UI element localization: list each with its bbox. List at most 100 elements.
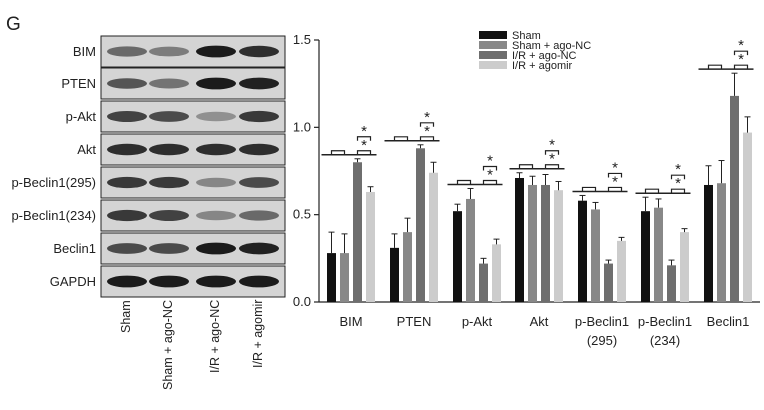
panel-letter: G [6, 14, 21, 35]
significance-star: * [675, 175, 681, 192]
blot-band [239, 77, 279, 90]
significance-bracket [356, 150, 372, 155]
blot-band [149, 46, 189, 57]
x-tick-label: Akt [530, 314, 549, 329]
bar [717, 183, 726, 302]
blot-band [196, 210, 236, 221]
significance-bracket [419, 136, 435, 141]
significance-bracket [544, 164, 560, 169]
blot-band [196, 77, 236, 90]
y-tick-label: 0.5 [293, 207, 311, 222]
x-tick-label: Beclin1 [707, 314, 750, 329]
bar [416, 148, 425, 302]
significance-bracket [607, 172, 623, 178]
blot-row-label: Beclin1 [53, 240, 96, 256]
blot-band [196, 45, 236, 58]
legend-label: Sham + ago-NC [512, 40, 591, 52]
blot-band [239, 242, 279, 255]
blot-band [239, 275, 279, 288]
bar [479, 263, 488, 302]
significance-star: * [361, 123, 367, 140]
blot-band [107, 143, 147, 156]
blot-band [149, 111, 189, 122]
blot-band [196, 111, 236, 122]
significance-star: * [361, 137, 367, 154]
significance-star: * [549, 137, 555, 154]
bar [327, 253, 336, 302]
bar [704, 184, 713, 302]
y-tick-label: 1.0 [293, 119, 311, 134]
blot-band [239, 45, 279, 58]
x-tick-label: (295) [587, 333, 617, 348]
blot-band [107, 78, 147, 89]
significance-star: * [424, 123, 430, 140]
legend-swatch [479, 41, 507, 49]
blot-band [107, 46, 147, 57]
x-tick-label: p-Beclin1 [575, 314, 629, 329]
significance-star: * [549, 151, 555, 168]
blot-band [239, 210, 279, 221]
significance-bracket [356, 136, 372, 141]
blot-row-label: Akt [77, 141, 96, 157]
legend-label: I/R + agomir [512, 60, 573, 72]
legend-swatch [479, 51, 507, 59]
bar [667, 265, 676, 302]
x-tick-label: PTEN [397, 314, 432, 329]
significance-bracket [707, 64, 723, 70]
blot-band [149, 243, 189, 254]
blot-band [196, 275, 236, 288]
significance-star: * [612, 173, 618, 190]
blot-row-label: p-Beclin1(234) [11, 207, 96, 223]
bar [353, 162, 362, 302]
bar [654, 207, 663, 302]
legend-label: I/R + ago-NC [512, 50, 577, 62]
blot-row-label: GAPDH [49, 273, 96, 289]
bar [429, 172, 438, 302]
significance-bracket [644, 188, 660, 194]
bar [340, 253, 349, 302]
blot-band [196, 242, 236, 255]
legend-swatch [479, 31, 507, 39]
significance-star: * [738, 51, 744, 68]
significance-bracket [419, 122, 435, 127]
bar [680, 232, 689, 302]
bar [466, 198, 475, 302]
blot-band [107, 111, 147, 122]
blot-band [107, 275, 147, 288]
significance-bracket [733, 50, 749, 56]
blot-band [239, 177, 279, 188]
significance-bracket [330, 150, 346, 155]
significance-star: * [738, 37, 744, 54]
bar [730, 95, 739, 302]
bar [617, 240, 626, 302]
y-tick-label: 0.0 [293, 294, 311, 309]
significance-bracket [482, 165, 498, 171]
bar [604, 263, 613, 302]
blot-band [149, 143, 189, 156]
significance-bracket [581, 186, 597, 192]
bar [403, 232, 412, 302]
bar [390, 247, 399, 302]
significance-bracket [544, 150, 560, 155]
significance-bracket [518, 164, 534, 169]
blot-band [149, 210, 189, 221]
bar [541, 184, 550, 302]
x-tick-label: p-Akt [462, 314, 493, 329]
bar [453, 211, 462, 302]
significance-bracket [670, 188, 686, 194]
blot-band [239, 143, 279, 156]
significance-bracket [393, 136, 409, 141]
bar [366, 191, 375, 302]
x-tick-label: (234) [650, 333, 680, 348]
blot-band [149, 78, 189, 89]
blot-band [196, 143, 236, 156]
blot-row-label: p-Akt [65, 108, 96, 124]
blot-band [107, 209, 147, 222]
blot-row-label: BIM [72, 43, 96, 59]
significance-star: * [675, 161, 681, 178]
bar [578, 200, 587, 302]
blot-row-label: PTEN [61, 75, 96, 91]
significance-bracket [670, 174, 686, 180]
y-tick-label: 1.5 [293, 32, 311, 47]
